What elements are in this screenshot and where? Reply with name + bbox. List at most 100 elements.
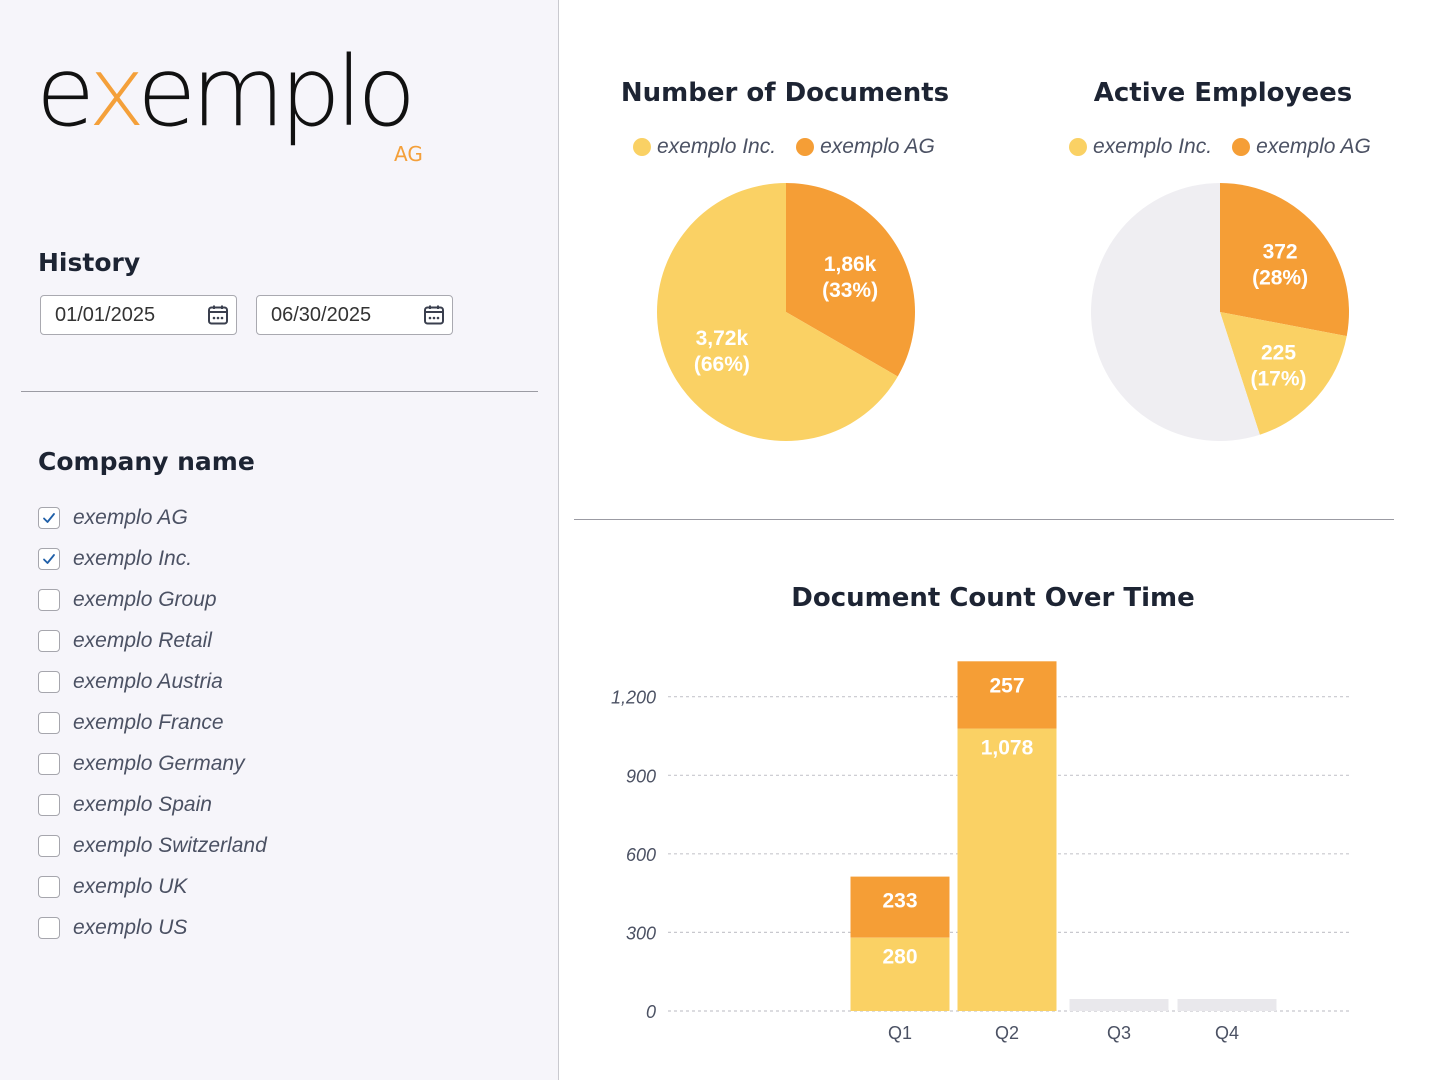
y-tick-label: 600 bbox=[626, 845, 656, 865]
checkbox[interactable] bbox=[38, 670, 60, 693]
checkmark-icon bbox=[43, 512, 55, 523]
company-checkbox-item[interactable]: exemplo Germany bbox=[38, 743, 267, 784]
checkbox[interactable] bbox=[38, 547, 60, 570]
checkbox[interactable] bbox=[38, 629, 60, 652]
company-label: exemplo France bbox=[73, 710, 224, 734]
pie-percent-label: (17%) bbox=[1250, 368, 1306, 391]
company-checkbox-item[interactable]: exemplo Spain bbox=[38, 784, 267, 825]
legend-swatch bbox=[633, 138, 651, 156]
legend-label: exemplo Inc. bbox=[657, 135, 777, 158]
y-tick-label: 1,200 bbox=[611, 688, 656, 708]
company-checkbox-item[interactable]: exemplo Switzerland bbox=[38, 825, 267, 866]
company-label: exemplo Group bbox=[73, 587, 217, 611]
legend-employees: exemplo Inc. exemplo AG bbox=[1069, 135, 1391, 159]
calendar-icon[interactable] bbox=[422, 303, 446, 327]
bar-empty bbox=[1069, 999, 1169, 1011]
y-tick-label: 0 bbox=[646, 1002, 656, 1022]
company-checkbox-item[interactable]: exemplo AG bbox=[38, 497, 267, 538]
logo-subtitle: AG bbox=[394, 142, 423, 166]
chart-title-documents: Number of Documents bbox=[620, 78, 950, 108]
legend-item-inc: exemplo Inc. bbox=[1069, 135, 1212, 159]
checkbox[interactable] bbox=[38, 834, 60, 857]
company-label: exemplo Austria bbox=[73, 669, 223, 693]
y-tick-label: 300 bbox=[626, 923, 656, 943]
chart-title-doc-count: Document Count Over Time bbox=[791, 583, 1195, 613]
start-date-field[interactable]: 01/01/2025 bbox=[40, 295, 237, 335]
end-date-field[interactable]: 06/30/2025 bbox=[256, 295, 453, 335]
company-checkbox-item[interactable]: exemplo France bbox=[38, 702, 267, 743]
logo-wordmark: exemplo bbox=[36, 36, 416, 148]
bar-chart-doc-count: 0 300 600 900 1,200 280 233 Q1 1,078 257 Q2 Q3 Q4 bbox=[611, 661, 1352, 1043]
pie-chart-employees: 372 (28%) 225 (17%) bbox=[1091, 183, 1350, 441]
checkmark-icon bbox=[43, 553, 55, 564]
bar-segment-inc[interactable] bbox=[850, 937, 950, 1011]
pie-slice[interactable] bbox=[657, 183, 898, 441]
company-label: exemplo Retail bbox=[73, 628, 212, 652]
pie-value-label: 372 bbox=[1263, 240, 1298, 263]
pie-slice[interactable] bbox=[1220, 183, 1350, 337]
y-tick-label: 900 bbox=[626, 766, 656, 786]
checkbox[interactable] bbox=[38, 793, 60, 816]
company-label: exemplo UK bbox=[73, 874, 188, 898]
legend-swatch bbox=[796, 138, 815, 156]
legend-label: exemplo AG bbox=[1256, 135, 1371, 158]
company-checkbox-item[interactable]: exemplo Retail bbox=[38, 620, 267, 661]
legend-swatch bbox=[1069, 138, 1087, 156]
bar-value-label: 233 bbox=[882, 890, 917, 913]
checkbox[interactable] bbox=[38, 916, 60, 939]
pie-slice[interactable] bbox=[1220, 312, 1347, 435]
legend-documents: exemplo Inc. exemplo AG bbox=[633, 135, 955, 159]
pie-value-label: 225 bbox=[1261, 342, 1296, 365]
company-checkbox-item[interactable]: exemplo US bbox=[38, 907, 267, 948]
legend-item-ag: exemplo AG bbox=[1232, 135, 1371, 159]
checkbox[interactable] bbox=[38, 711, 60, 734]
legend-item-inc: exemplo Inc. bbox=[633, 135, 776, 159]
bar-segment-inc[interactable] bbox=[957, 728, 1057, 1011]
x-tick-label: Q1 bbox=[888, 1023, 912, 1043]
bar-value-label: 1,078 bbox=[981, 737, 1034, 760]
start-date-value: 01/01/2025 bbox=[55, 303, 156, 326]
company-label: exemplo AG bbox=[73, 505, 188, 529]
chart-title-employees: Active Employees bbox=[1093, 78, 1353, 108]
dashboard-main: Number of Documents exemplo Inc. exemplo… bbox=[560, 0, 1440, 1080]
main-divider bbox=[574, 519, 1394, 520]
bar-segment-ag[interactable] bbox=[957, 661, 1057, 729]
legend-label: exemplo Inc. bbox=[1093, 135, 1213, 158]
pie-slice[interactable] bbox=[1091, 183, 1260, 441]
pie-slice[interactable] bbox=[786, 183, 916, 377]
x-tick-label: Q3 bbox=[1107, 1023, 1131, 1043]
bar-value-label: 257 bbox=[989, 674, 1024, 697]
filter-sidebar: exemplo AG History 01/01/2025 06/30/2025… bbox=[0, 0, 559, 1080]
bar-value-label: 280 bbox=[882, 946, 917, 969]
company-label: exemplo Switzerland bbox=[73, 833, 267, 857]
pie-chart-documents: 1,86k (33%) 3,72k (66%) bbox=[657, 183, 916, 441]
company-checkbox-item[interactable]: exemplo Group bbox=[38, 579, 267, 620]
pie-percent-label: (33%) bbox=[822, 279, 878, 302]
checkbox[interactable] bbox=[38, 588, 60, 611]
x-tick-label: Q4 bbox=[1215, 1023, 1239, 1043]
company-checklist: exemplo AG exemplo Inc. exemplo Group exemp… bbox=[38, 497, 267, 948]
legend-label: exemplo AG bbox=[820, 135, 935, 158]
legend-swatch bbox=[1232, 138, 1251, 156]
brand-logo: exemplo AG bbox=[36, 44, 436, 174]
calendar-icon[interactable] bbox=[206, 303, 230, 327]
legend-item-ag: exemplo AG bbox=[796, 135, 935, 159]
pie-value-label: 1,86k bbox=[824, 253, 877, 276]
company-label: exemplo Germany bbox=[73, 751, 245, 775]
company-label: exemplo US bbox=[73, 915, 188, 939]
bar-empty bbox=[1177, 999, 1277, 1011]
company-checkbox-item[interactable]: exemplo Inc. bbox=[38, 538, 267, 579]
pie-value-label: 3,72k bbox=[696, 327, 749, 350]
company-label: exemplo Inc. bbox=[73, 546, 193, 570]
company-checkbox-item[interactable]: exemplo UK bbox=[38, 866, 267, 907]
checkbox[interactable] bbox=[38, 506, 60, 529]
company-checkbox-item[interactable]: exemplo Austria bbox=[38, 661, 267, 702]
company-label: exemplo Spain bbox=[73, 792, 212, 816]
checkbox[interactable] bbox=[38, 875, 60, 898]
sidebar-divider bbox=[21, 391, 538, 392]
checkbox[interactable] bbox=[38, 752, 60, 775]
bar-segment-ag[interactable] bbox=[850, 876, 950, 938]
pie-percent-label: (28%) bbox=[1252, 266, 1308, 289]
company-filter-title: Company name bbox=[38, 447, 255, 476]
x-tick-label: Q2 bbox=[995, 1023, 1019, 1043]
